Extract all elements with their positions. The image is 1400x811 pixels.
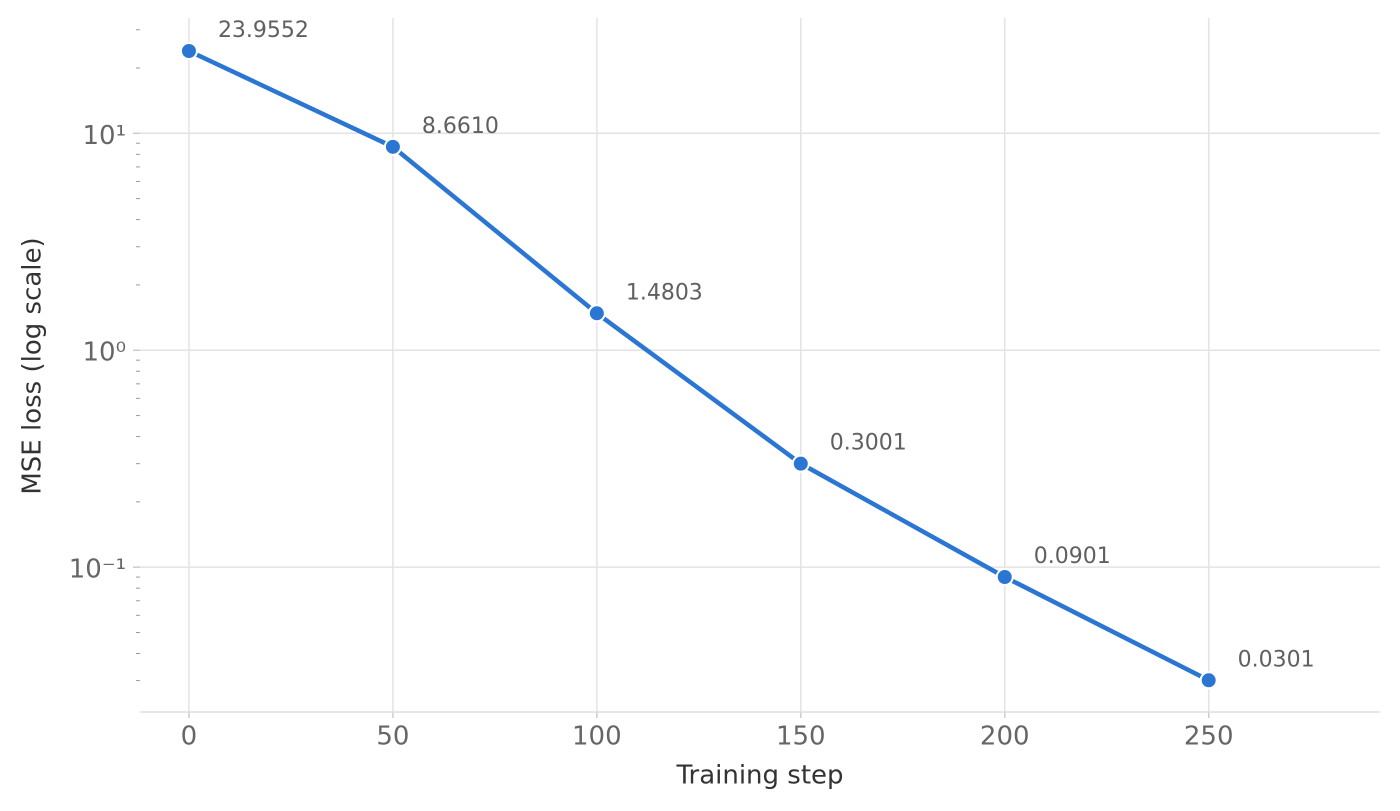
value-label: 0.0301 <box>1238 647 1315 672</box>
marker <box>383 137 402 156</box>
x-tick-label: 200 <box>980 722 1030 752</box>
x-tick-label: 250 <box>1184 722 1234 752</box>
marker <box>995 568 1014 587</box>
value-label: 0.3001 <box>830 431 907 456</box>
x-tick-label: 0 <box>181 722 198 752</box>
value-label: 1.4803 <box>626 280 703 305</box>
x-tick-label: 150 <box>776 722 826 752</box>
x-tick-label: 50 <box>376 722 409 752</box>
marker <box>1199 671 1218 690</box>
x-tick-label: 100 <box>572 722 622 752</box>
value-label: 0.0901 <box>1034 544 1111 569</box>
marker <box>179 41 198 60</box>
value-label: 23.9552 <box>218 18 309 43</box>
value-label: 8.6610 <box>422 114 499 139</box>
x-axis-label: Training step <box>675 761 843 791</box>
y-axis-label: MSE loss (log scale) <box>18 237 48 494</box>
y-tick-label: 10¹ <box>82 121 126 151</box>
y-tick-label: 10⁰ <box>82 338 126 368</box>
y-tick-label: 10⁻¹ <box>69 555 126 585</box>
marker <box>587 304 606 323</box>
marker <box>791 454 810 473</box>
line <box>187 48 1210 683</box>
